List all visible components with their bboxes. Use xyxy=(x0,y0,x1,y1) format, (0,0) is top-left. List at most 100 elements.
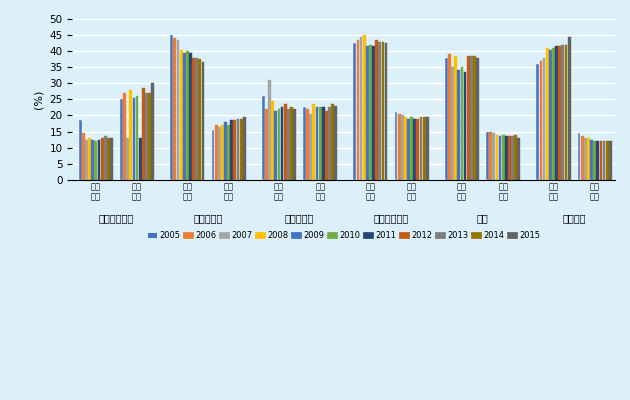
Bar xyxy=(94,141,97,180)
Bar xyxy=(107,138,110,180)
Bar xyxy=(221,125,224,180)
Bar xyxy=(91,140,94,180)
Bar xyxy=(410,117,413,180)
Bar xyxy=(445,58,448,180)
Bar xyxy=(454,56,457,180)
Bar xyxy=(135,96,139,180)
Bar xyxy=(609,141,612,180)
Bar xyxy=(123,93,126,180)
Bar xyxy=(272,101,274,180)
Bar xyxy=(593,141,596,180)
Bar xyxy=(360,37,362,180)
Bar xyxy=(101,138,103,180)
Bar xyxy=(180,50,183,180)
Bar xyxy=(603,141,605,180)
Bar xyxy=(536,64,539,180)
Bar xyxy=(325,111,328,180)
Bar xyxy=(195,58,198,180)
Bar xyxy=(486,132,489,180)
Bar xyxy=(151,83,154,180)
Bar xyxy=(539,61,542,180)
Bar xyxy=(379,42,381,180)
Text: シンガポール: シンガポール xyxy=(374,214,409,224)
Bar xyxy=(79,120,82,180)
Text: タイ: タイ xyxy=(477,214,488,224)
Bar xyxy=(110,138,113,180)
Bar xyxy=(280,108,284,180)
Bar xyxy=(564,45,568,180)
Bar xyxy=(514,135,517,180)
Bar xyxy=(568,37,571,180)
Bar xyxy=(366,46,369,180)
Legend: 2005, 2006, 2007, 2008, 2009, 2010, 2011, 2012, 2013, 2014, 2015: 2005, 2006, 2007, 2008, 2009, 2010, 2011… xyxy=(144,228,544,243)
Bar xyxy=(237,119,239,180)
Bar xyxy=(224,122,227,180)
Bar xyxy=(546,48,549,180)
Bar xyxy=(398,114,401,180)
Text: インドネシア: インドネシア xyxy=(99,214,134,224)
Bar xyxy=(555,46,558,180)
Bar xyxy=(426,117,428,180)
Bar xyxy=(85,140,88,180)
Bar xyxy=(215,125,217,180)
Bar xyxy=(129,90,132,180)
Bar xyxy=(202,62,204,180)
Bar xyxy=(423,117,425,180)
Bar xyxy=(290,108,293,180)
Bar xyxy=(375,40,378,180)
Bar xyxy=(303,108,306,180)
Bar xyxy=(322,108,324,180)
Bar xyxy=(145,93,148,180)
Bar xyxy=(597,141,599,180)
Bar xyxy=(277,109,280,180)
Bar xyxy=(590,140,593,180)
Bar xyxy=(328,108,331,180)
Bar xyxy=(561,45,564,180)
Bar xyxy=(476,58,479,180)
Bar xyxy=(600,141,602,180)
Bar xyxy=(508,136,511,180)
Bar xyxy=(461,67,463,180)
Bar xyxy=(407,119,410,180)
Bar xyxy=(517,138,520,180)
Text: マレーシア: マレーシア xyxy=(193,214,222,224)
Bar xyxy=(331,104,334,180)
Bar xyxy=(511,136,514,180)
Bar xyxy=(312,104,315,180)
Bar xyxy=(542,58,546,180)
Bar xyxy=(490,132,492,180)
Bar xyxy=(505,136,508,180)
Bar xyxy=(126,138,129,180)
Bar xyxy=(189,53,192,180)
Bar xyxy=(404,117,407,180)
Bar xyxy=(176,40,180,180)
Bar xyxy=(496,135,498,180)
Bar xyxy=(170,35,173,180)
Bar xyxy=(227,125,230,180)
Bar xyxy=(148,93,151,180)
Bar xyxy=(578,133,580,180)
Bar xyxy=(139,138,142,180)
Bar xyxy=(473,56,476,180)
Bar xyxy=(420,117,423,180)
Bar xyxy=(363,35,365,180)
Y-axis label: (%): (%) xyxy=(34,90,44,109)
Bar xyxy=(401,116,404,180)
Bar xyxy=(319,108,321,180)
Bar xyxy=(186,51,189,180)
Bar xyxy=(265,109,268,180)
Bar xyxy=(448,54,451,180)
Bar xyxy=(584,138,587,180)
Bar xyxy=(306,109,309,180)
Bar xyxy=(369,45,372,180)
Bar xyxy=(382,42,384,180)
Bar xyxy=(493,133,495,180)
Bar xyxy=(413,119,416,180)
Bar xyxy=(132,98,135,180)
Bar xyxy=(88,138,91,180)
Text: ベトナム: ベトナム xyxy=(563,214,586,224)
Bar xyxy=(335,106,337,180)
Bar xyxy=(552,48,555,180)
Bar xyxy=(549,50,552,180)
Bar xyxy=(353,43,356,180)
